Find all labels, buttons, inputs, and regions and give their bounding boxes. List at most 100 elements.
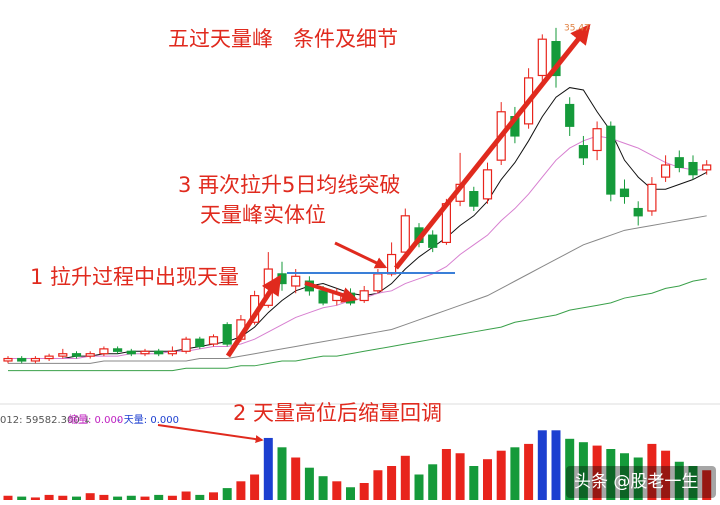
candle-body [291,275,301,287]
volume-bar [17,496,27,500]
candle-body [3,357,13,362]
candle-body [126,350,136,355]
volume-header: 缩量: 0.000 [68,413,123,426]
candle-body [606,125,616,195]
volume-bar [373,470,383,500]
candle-body [428,234,438,248]
volume-bar [551,430,561,500]
volume-bar [263,437,273,500]
arrow [225,274,282,358]
candle-body [181,338,191,352]
volume-bar [578,442,588,500]
candle-body [633,207,643,217]
volume-bar [469,466,479,500]
volume-bar [661,450,671,500]
volume-bar [126,495,136,500]
candle-body [373,273,383,292]
ma-line [8,278,707,372]
peak-label: 35.47 [564,23,590,33]
candle-body [469,191,479,207]
volume-bar [181,491,191,500]
volume-bar [606,449,616,500]
annotation: 天量峰实体位 [200,203,326,227]
volume-bar [633,457,643,500]
volume-bar [455,453,465,500]
candle-body [359,290,369,302]
arrows [157,23,591,444]
candle-body [112,348,123,352]
volume-bar [99,494,109,500]
volume-bar [209,492,218,500]
candle-body [99,348,109,355]
volume-bar [537,430,547,500]
candle-body [592,128,602,152]
volume-bar [510,447,520,500]
volume-header: 012: 59582.300 ↓ [0,415,91,426]
candle-body [222,324,232,345]
volume-header: - 天量: 0.000 [117,414,179,426]
candle-body [578,145,589,159]
volume-bar [400,455,410,500]
volume-bar [113,496,123,500]
volume-bar [332,481,342,500]
candle-body [195,338,205,348]
candle-body [167,350,177,355]
chart-title: 五过天量峰 条件及细节 [168,27,398,51]
volume-bar [72,496,81,500]
volume-bar [441,449,451,500]
annotation: 1 拉升过程中出现天量 [30,265,239,289]
marks [0,27,720,500]
volume-bar [85,493,95,500]
candle-body [71,353,82,357]
candle-body [482,169,493,200]
volume-bar [250,474,260,500]
volume-bar [30,497,40,500]
volume-bar [3,495,13,500]
ma-line [8,215,707,364]
candle-body [537,38,547,77]
volume-bar [140,496,150,500]
arrow [157,424,264,444]
watermark: 头条 @股老一生 [574,472,698,492]
volume-bar [565,438,575,500]
candle-body [208,336,219,345]
volume-bar [154,494,164,500]
volume-bar [318,476,328,500]
candle-body [674,157,684,169]
arrow [394,23,591,270]
volume-bar [688,466,698,500]
annotation: 3 再次拉升5日均线突破 [178,173,400,197]
candle-body [318,290,328,304]
candle-body [387,253,397,275]
volume-bar [592,445,602,500]
volume-bar [496,450,506,500]
candle-body [140,350,150,355]
candle-body [702,164,712,171]
candle-body [44,355,54,360]
volume-bar [236,481,246,500]
volume-bar [359,483,369,500]
volume-bar [414,474,424,500]
candle-body [565,103,575,127]
annotation: 2 天量高位后缩量回调 [233,401,442,425]
volume-bar [387,466,397,500]
volume-bar [620,453,629,500]
volume-bar [222,488,232,500]
arrow [304,281,359,303]
candle-body [660,164,671,178]
volume-bar [524,443,534,500]
watermark-bg [566,466,716,498]
candle-body [647,183,657,212]
arrow [334,241,388,269]
candle-body [154,350,164,355]
candle-body [688,161,698,176]
candle-body [85,353,95,357]
volume-bar [304,467,314,500]
candle-body [17,357,27,362]
volume-bar [428,464,438,500]
candle-body [619,188,630,198]
candle-body [400,215,410,253]
volume-bar [167,495,177,500]
